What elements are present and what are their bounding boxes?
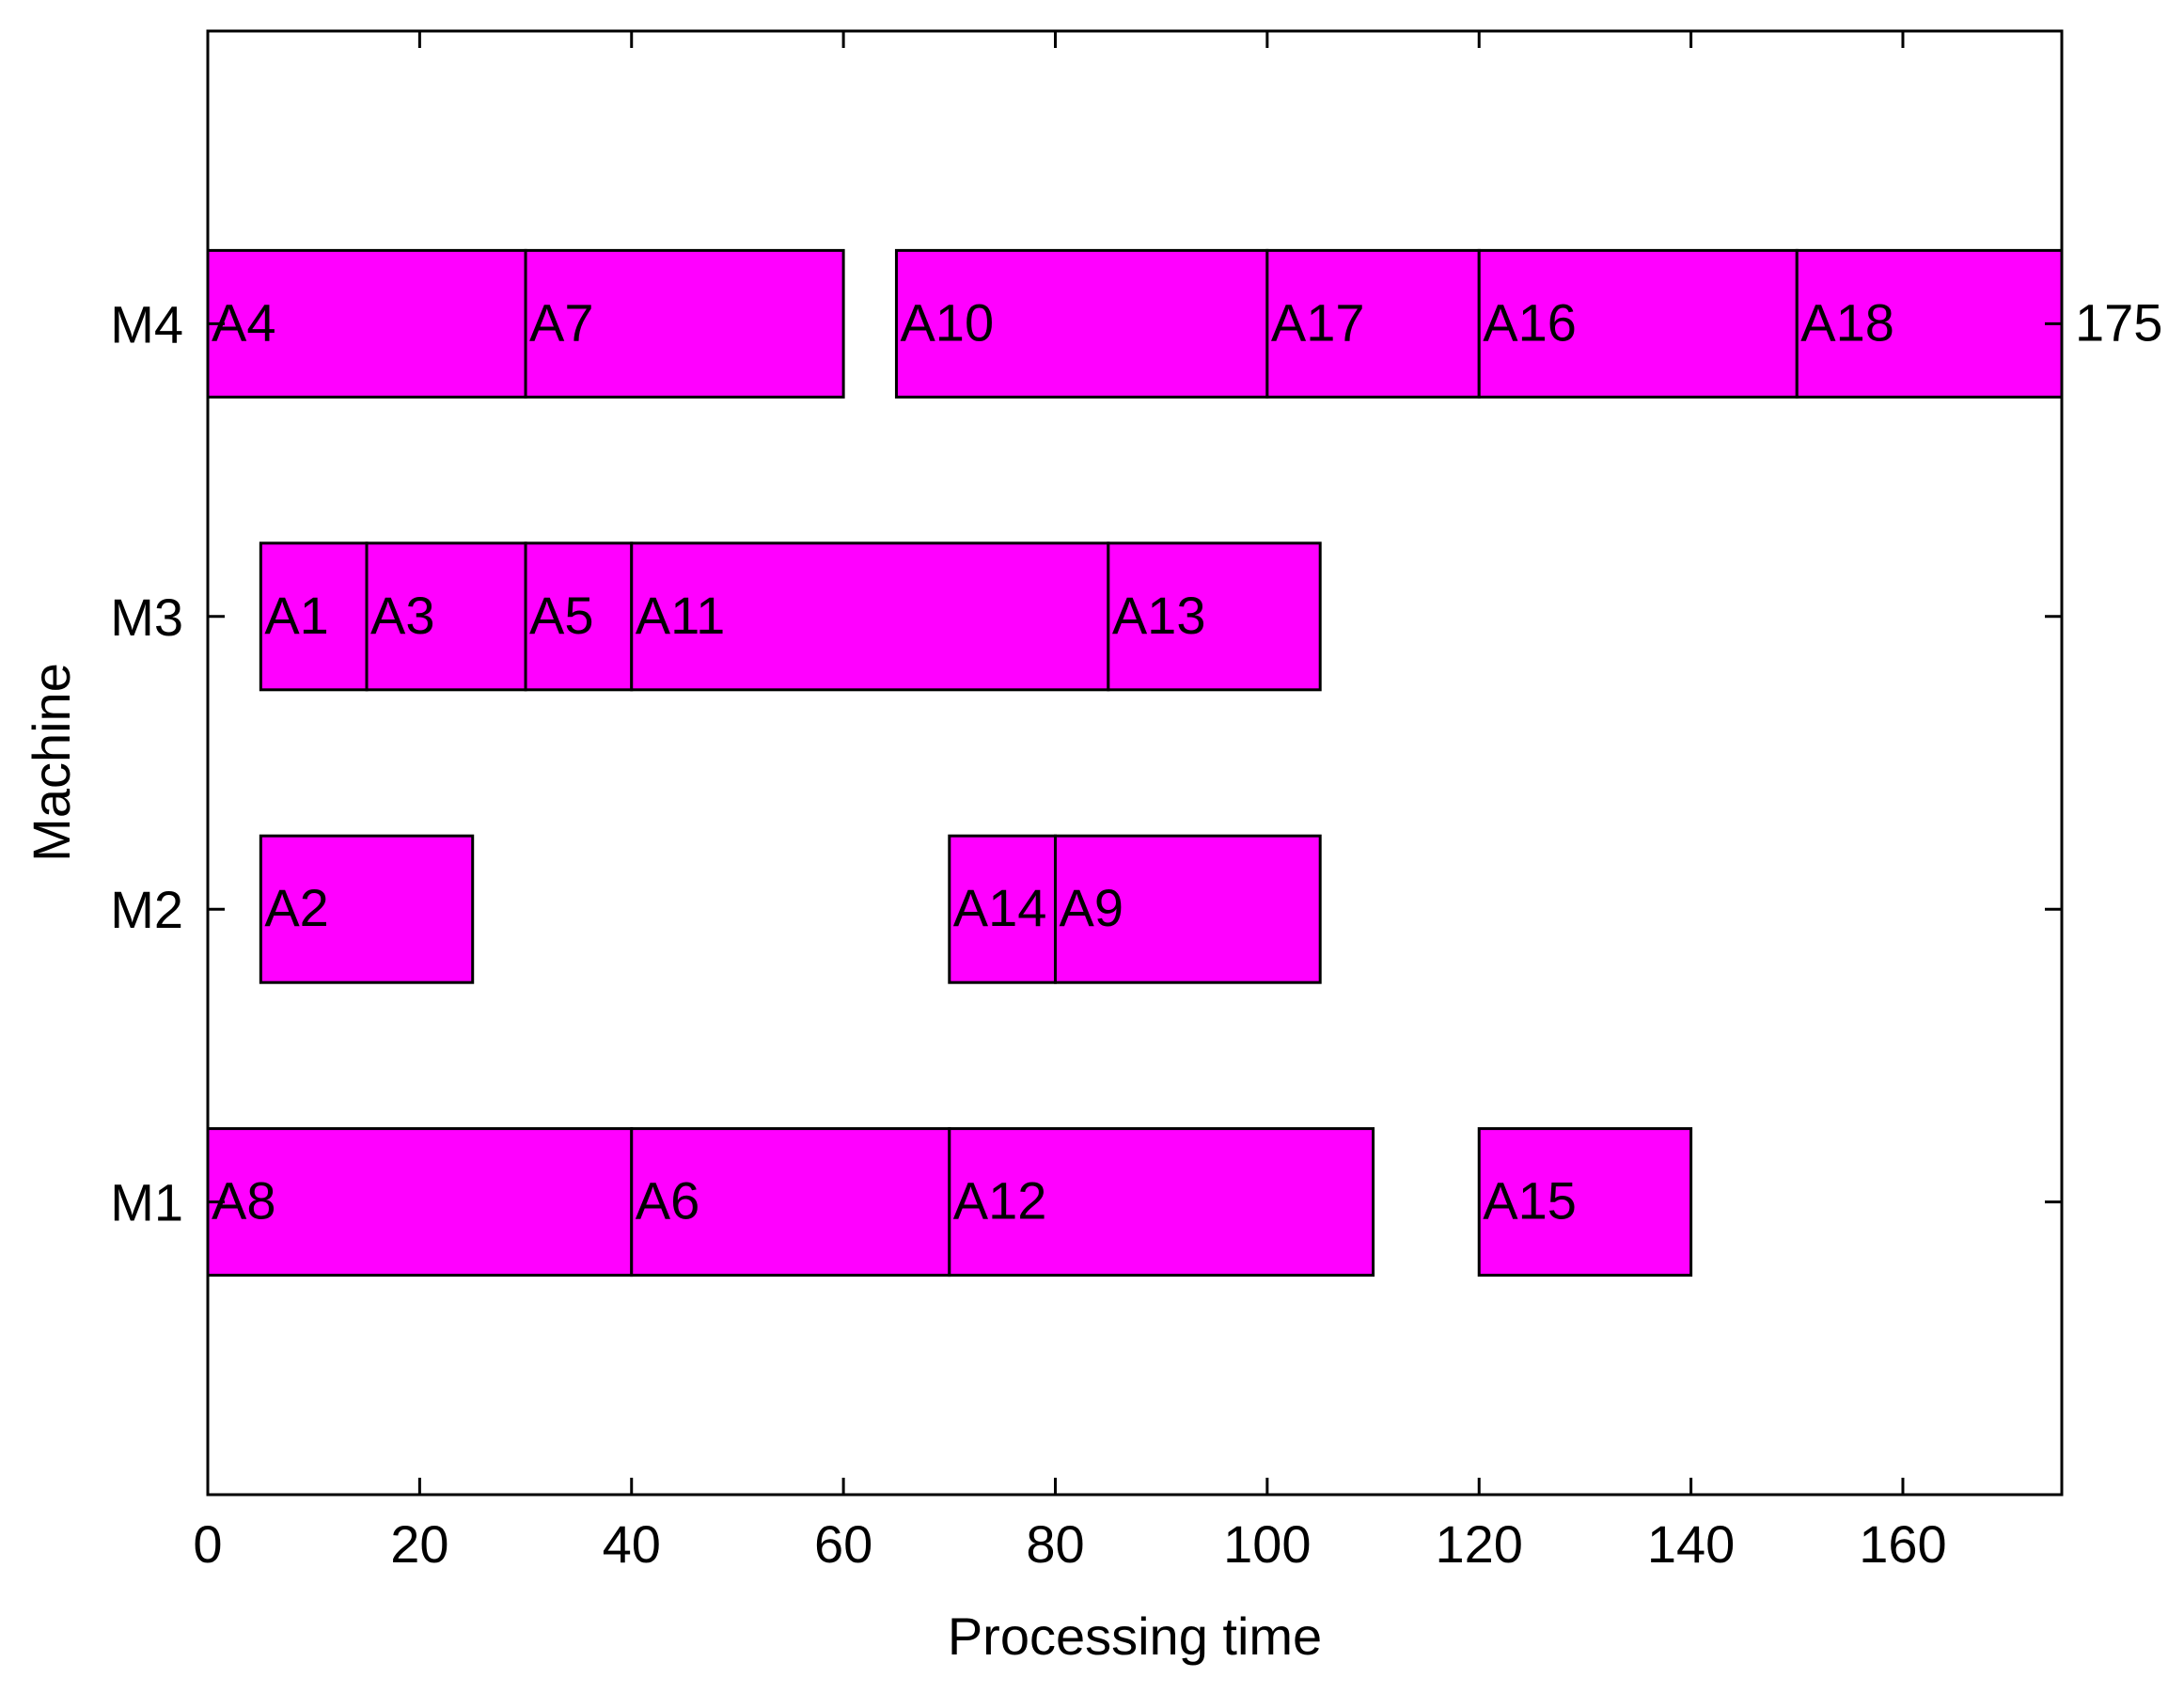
task-bar-a15: [1477, 1127, 1693, 1278]
task-bar-a11: [630, 541, 1110, 692]
task-label-a17: A17: [1271, 292, 1365, 352]
x-tick-label: 80: [1026, 1514, 1084, 1574]
task-label-a13: A13: [1112, 586, 1206, 645]
task-label-a2: A2: [264, 878, 329, 937]
task-label-a9: A9: [1059, 878, 1123, 937]
task-bar-a1: [259, 541, 369, 692]
task-label-a1: A1: [264, 586, 329, 645]
task-bar-a18: [1795, 248, 2064, 399]
task-label-a14: A14: [953, 878, 1047, 937]
x-tick-label: 60: [814, 1514, 872, 1574]
x-tick-label: 20: [390, 1514, 448, 1574]
x-tick-label: 40: [603, 1514, 661, 1574]
task-bar-a9: [1053, 834, 1322, 984]
x-tick-label: 160: [1859, 1514, 1946, 1574]
task-bar-a4: [206, 248, 527, 399]
task-bar-a7: [524, 248, 845, 399]
task-label-a10: A10: [900, 292, 994, 352]
task-bar-a13: [1107, 541, 1322, 692]
y-tick-label: M2: [110, 880, 183, 939]
y-tick-label: M1: [110, 1173, 183, 1232]
axis-ticks: [206, 31, 2062, 1495]
y-tick-label: M3: [110, 588, 183, 647]
task-label-a7: A7: [529, 292, 594, 352]
task-bar-a12: [948, 1127, 1375, 1278]
task-bar-a17: [1265, 248, 1481, 399]
x-tick-label: 120: [1436, 1514, 1523, 1574]
y-tick-label: M4: [110, 294, 183, 353]
x-tick-label: 100: [1223, 1514, 1311, 1574]
task-label-a18: A18: [1800, 292, 1894, 352]
task-bar-a3: [365, 541, 527, 692]
x-tick-label: 0: [193, 1514, 222, 1574]
task-bar-a10: [894, 248, 1269, 399]
x-tick-label: 140: [1647, 1514, 1735, 1574]
task-bar-a8: [206, 1127, 634, 1278]
task-bar-a14: [948, 834, 1057, 984]
task-label-a12: A12: [953, 1171, 1047, 1231]
task-bar-a16: [1477, 248, 1799, 399]
makespan-label: 175: [2075, 292, 2162, 352]
task-label-a6: A6: [636, 1171, 700, 1231]
axis-labels: 0 20 40 60 80 100 120 140 160 M1 M2 M3 M4: [110, 294, 1946, 1574]
task-bar-a2: [259, 834, 475, 984]
plot-frame: [206, 29, 2064, 1497]
x-axis-title: Processing time: [948, 1607, 1322, 1666]
task-label-a3: A3: [370, 586, 435, 645]
y-axis-title: Machine: [22, 663, 81, 862]
task-label-a15: A15: [1483, 1171, 1577, 1231]
task-label-a11: A11: [636, 586, 725, 645]
task-label-a16: A16: [1483, 292, 1577, 352]
task-label-a5: A5: [529, 586, 594, 645]
